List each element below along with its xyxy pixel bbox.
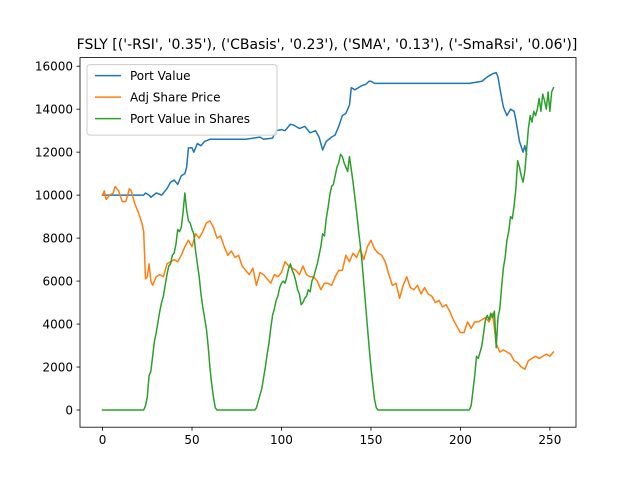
x-axis: 0 50 100 150 200 250 bbox=[99, 427, 561, 447]
x-tick-label: 150 bbox=[359, 433, 382, 447]
y-tick-label: 2000 bbox=[42, 360, 73, 374]
y-tick-label: 10000 bbox=[35, 188, 73, 202]
legend-box bbox=[86, 64, 278, 136]
plot-frame bbox=[79, 57, 577, 428]
series-layer bbox=[101, 71, 555, 411]
y-axis: 0 2000 4000 6000 8000 10000 12000 14000 16000 bbox=[35, 59, 80, 417]
x-tick-label: 200 bbox=[449, 433, 472, 447]
y-tick-label: 0 bbox=[65, 403, 73, 417]
y-tick-label: 6000 bbox=[42, 274, 73, 288]
y-tick-label: 14000 bbox=[35, 102, 73, 116]
legend-label: Port Value bbox=[130, 69, 191, 83]
series-line-1 bbox=[101, 71, 528, 199]
y-tick-label: 12000 bbox=[35, 145, 73, 159]
series-line-3 bbox=[101, 86, 555, 411]
y-tick-label: 4000 bbox=[42, 317, 73, 331]
chart-title: FSLY [('-RSI', '0.35'), ('CBasis', '0.23… bbox=[77, 37, 578, 53]
x-tick-label: 250 bbox=[538, 433, 561, 447]
legend-label: Port Value in Shares bbox=[130, 112, 250, 126]
x-tick-label: 50 bbox=[184, 433, 199, 447]
y-tick-label: 16000 bbox=[35, 59, 73, 73]
legend-label: Adj Share Price bbox=[130, 90, 220, 104]
x-tick-label: 100 bbox=[270, 433, 293, 447]
y-tick-label: 8000 bbox=[42, 231, 73, 245]
series-line-2 bbox=[101, 185, 555, 370]
legend: Port Value Adj Share Price Port Value in S… bbox=[86, 64, 278, 136]
x-tick-label: 0 bbox=[99, 433, 107, 447]
